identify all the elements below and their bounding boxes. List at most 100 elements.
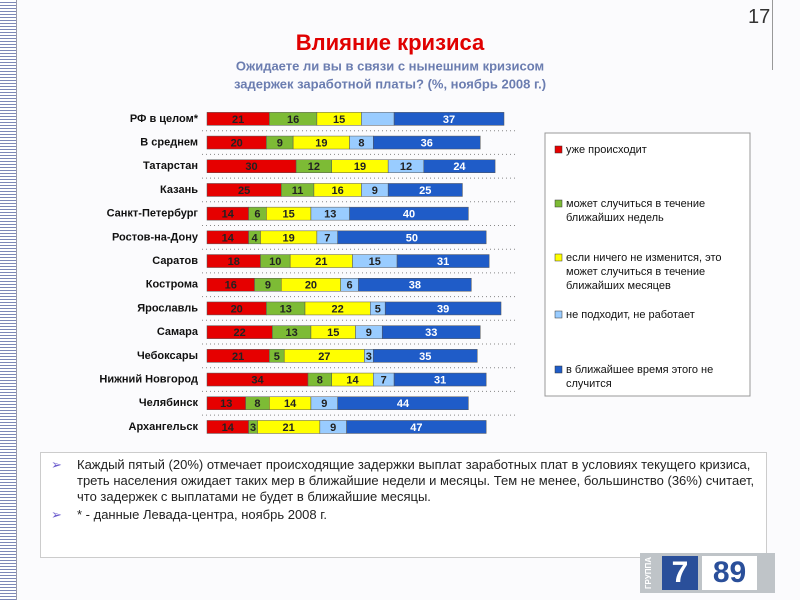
data-label: 19 bbox=[283, 232, 295, 244]
data-label: 16 bbox=[225, 280, 237, 292]
data-label: 12 bbox=[400, 161, 412, 173]
data-label: 13 bbox=[280, 303, 292, 315]
data-label: 21 bbox=[232, 114, 244, 126]
data-label: 8 bbox=[254, 398, 260, 410]
data-label: 9 bbox=[330, 422, 336, 434]
data-label: 33 bbox=[425, 327, 437, 339]
data-label: 35 bbox=[419, 351, 431, 363]
legend-label: не подходит, не работает bbox=[566, 309, 695, 321]
data-label: 9 bbox=[321, 398, 327, 410]
data-label: 12 bbox=[308, 161, 320, 173]
y-tick-label: Санкт-Петербург bbox=[107, 208, 199, 220]
legend-swatch bbox=[554, 199, 563, 208]
bar-segment bbox=[396, 254, 490, 268]
legend-label: уже происходит bbox=[566, 144, 647, 156]
data-label: 14 bbox=[222, 422, 235, 434]
data-label: 13 bbox=[324, 209, 336, 221]
logo-text: 89 bbox=[702, 556, 757, 590]
bar-segment bbox=[346, 420, 487, 434]
data-label: 21 bbox=[315, 256, 327, 268]
data-label: 20 bbox=[305, 280, 317, 292]
data-label: 31 bbox=[434, 374, 446, 386]
page-number: 17 bbox=[748, 6, 771, 28]
data-label: 40 bbox=[403, 209, 415, 221]
bar-segment bbox=[423, 159, 496, 173]
data-label: 22 bbox=[234, 327, 246, 339]
bar-segment bbox=[393, 372, 487, 387]
data-label: 13 bbox=[220, 398, 232, 410]
data-label: 14 bbox=[222, 232, 235, 244]
data-label: 16 bbox=[287, 114, 299, 126]
data-label: 38 bbox=[409, 280, 421, 292]
chart-title: Влияние кризиса bbox=[296, 30, 485, 55]
decor-stripe bbox=[0, 0, 17, 600]
data-label: 25 bbox=[238, 185, 250, 197]
legend-label: в ближайшее время этого не случится bbox=[566, 364, 713, 390]
data-label: 3 bbox=[366, 351, 372, 363]
data-label: 3 bbox=[250, 422, 256, 434]
data-label: 25 bbox=[419, 185, 431, 197]
data-label: 9 bbox=[265, 280, 271, 292]
data-label: 36 bbox=[421, 137, 433, 149]
data-label: 18 bbox=[228, 256, 240, 268]
y-tick-label: Ярославль bbox=[137, 302, 198, 314]
data-label: 21 bbox=[283, 422, 295, 434]
bar-segment bbox=[373, 135, 481, 150]
y-tick-label: Нижний Новгород bbox=[99, 373, 198, 385]
logo-text: ГРУППА bbox=[644, 557, 653, 590]
chart-subtitle: Ожидаете ли вы в связи с нынешним кризис… bbox=[236, 58, 544, 73]
data-label: 16 bbox=[332, 185, 344, 197]
data-label: 47 bbox=[410, 422, 422, 434]
data-label: 6 bbox=[254, 209, 260, 221]
data-label: 20 bbox=[231, 303, 243, 315]
y-tick-label: Архангельск bbox=[129, 421, 199, 433]
data-label: 4 bbox=[251, 232, 258, 244]
data-label: 5 bbox=[375, 303, 381, 315]
data-label: 37 bbox=[443, 114, 455, 126]
data-label: 10 bbox=[269, 256, 281, 268]
data-label: 9 bbox=[366, 327, 372, 339]
legend-swatch bbox=[554, 145, 563, 154]
y-tick-label: Татарстан bbox=[143, 160, 198, 172]
chart-subtitle: задержек заработной платы? (%, ноябрь 20… bbox=[234, 76, 546, 91]
data-label: 7 bbox=[381, 374, 387, 386]
data-label: 44 bbox=[397, 398, 410, 410]
data-label: 15 bbox=[283, 209, 295, 221]
y-tick-label: Самара bbox=[157, 326, 199, 338]
data-label: 6 bbox=[346, 280, 352, 292]
bullet: * - данные Левада-центра, ноябрь 2008 г. bbox=[51, 507, 756, 523]
bar-segment bbox=[361, 112, 395, 126]
y-tick-label: Чебоксары bbox=[137, 350, 198, 362]
legend-label: может случиться в течение ближайших недел… bbox=[566, 198, 705, 224]
data-label: 22 bbox=[332, 303, 344, 315]
data-label: 9 bbox=[277, 137, 283, 149]
bar-segment bbox=[387, 183, 463, 197]
data-label: 8 bbox=[358, 137, 364, 149]
logo-text: 7 bbox=[662, 556, 698, 590]
y-tick-label: Казань bbox=[160, 184, 198, 196]
data-label: 31 bbox=[437, 256, 449, 268]
data-label: 9 bbox=[372, 185, 378, 197]
data-label: 27 bbox=[318, 351, 330, 363]
data-label: 14 bbox=[284, 398, 297, 410]
y-tick-label: В среднем bbox=[140, 136, 198, 148]
data-label: 11 bbox=[292, 185, 304, 197]
data-label: 14 bbox=[346, 374, 359, 386]
bar-segment bbox=[337, 230, 487, 245]
data-label: 50 bbox=[406, 232, 418, 244]
data-label: 24 bbox=[453, 161, 466, 173]
data-label: 39 bbox=[437, 303, 449, 315]
data-label: 14 bbox=[222, 209, 235, 221]
data-label: 15 bbox=[369, 256, 381, 268]
bullet-box: Каждый пятый (20%) отмечает происходящие… bbox=[40, 452, 767, 558]
data-label: 7 bbox=[324, 232, 330, 244]
bullet: Каждый пятый (20%) отмечает происходящие… bbox=[51, 457, 756, 505]
bar-segment bbox=[393, 112, 505, 126]
bar-segment bbox=[381, 325, 481, 339]
data-label: 8 bbox=[317, 374, 323, 386]
data-label: 5 bbox=[274, 351, 280, 363]
data-label: 15 bbox=[333, 114, 345, 126]
decor-line bbox=[772, 0, 773, 70]
y-tick-label: Саратов bbox=[152, 255, 198, 267]
bar-segment bbox=[373, 349, 478, 363]
